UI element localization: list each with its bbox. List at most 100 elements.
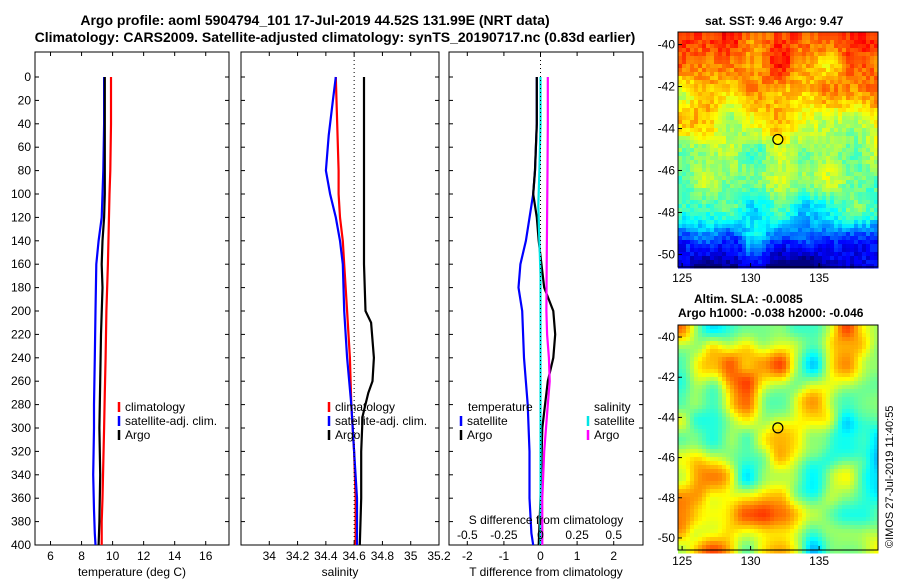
map-cell [750,337,755,342]
map-cell [838,329,843,334]
map-cell [754,208,759,213]
map-cell [790,405,795,410]
map-cell [866,453,871,458]
map-cell [782,425,787,430]
map-cell [718,96,723,101]
map-cell [806,409,811,414]
map-cell [698,100,703,105]
map-cell [694,132,699,137]
map-cell [850,44,855,49]
map-cell [766,445,771,450]
map-cell [782,88,787,93]
map-cell [834,457,839,462]
map-cell [798,389,803,394]
map-cell [702,216,707,221]
map-cell [834,116,839,121]
map-cell [862,88,867,93]
map-cell [794,441,799,446]
map-cell [682,152,687,157]
map-cell [790,140,795,145]
map-cell [726,381,731,386]
map-cell [690,441,695,446]
map-cell [874,264,879,269]
map-cell [742,152,747,157]
map-cell [682,128,687,133]
map-cell [754,216,759,221]
map-cell [694,353,699,358]
map-cell [722,172,727,177]
map-cell [850,341,855,346]
map-cell [818,325,823,330]
map-cell [786,124,791,129]
map-cell [838,188,843,193]
x-tick-label: 8 [78,549,85,563]
map-cell [850,337,855,342]
map-cell [694,68,699,73]
map-cell [702,196,707,201]
map-cell [746,96,751,101]
map-cell [718,369,723,374]
map-cell [770,248,775,253]
map-cell [834,345,839,350]
map-cell [850,168,855,173]
map-cell [686,148,691,153]
map-cell [682,132,687,137]
map-cell [774,168,779,173]
map-cell [706,220,711,225]
map-cell [814,248,819,253]
map-cell [742,260,747,265]
map-cell [862,373,867,378]
map-cell [742,80,747,85]
map-cell [766,100,771,105]
map-cell [710,192,715,197]
map-cell [822,248,827,253]
map-cell [790,96,795,101]
map-cell [858,208,863,213]
map-cell [774,176,779,181]
map-cell [738,333,743,338]
map-cell [774,224,779,229]
map-cell [750,345,755,350]
map-cell [794,72,799,77]
map-cell [738,112,743,117]
map-cell [766,425,771,430]
map-cell [698,120,703,125]
map-cell [814,132,819,137]
map-cell [862,72,867,77]
map-cell [678,445,683,450]
map-cell [702,433,707,438]
map-cell [786,156,791,161]
map-cell [846,461,851,466]
map-cell [722,421,727,426]
map-cell [830,341,835,346]
map-cell [690,152,695,157]
map-cell [710,120,715,125]
map-cell [862,429,867,434]
map-cell [854,200,859,205]
map-cell [874,184,879,189]
map-cell [874,329,879,334]
map-cell [734,188,739,193]
map-cell [774,433,779,438]
map-cell [842,80,847,85]
map-cell [706,184,711,189]
map-cell [846,188,851,193]
map-cell [830,208,835,213]
map-cell [710,417,715,422]
map-cell [786,176,791,181]
map-cell [806,144,811,149]
map-cell [874,136,879,141]
map-cell [698,353,703,358]
map-cell [738,72,743,77]
map-cell [730,48,735,53]
map-cell [834,232,839,237]
map-cell [866,393,871,398]
map-cell [766,112,771,117]
map-cell [762,132,767,137]
map-cell [854,156,859,161]
map-cell [702,128,707,133]
map-cell [842,329,847,334]
map-cell [790,76,795,81]
map-cell [786,260,791,265]
map-cell [822,373,827,378]
